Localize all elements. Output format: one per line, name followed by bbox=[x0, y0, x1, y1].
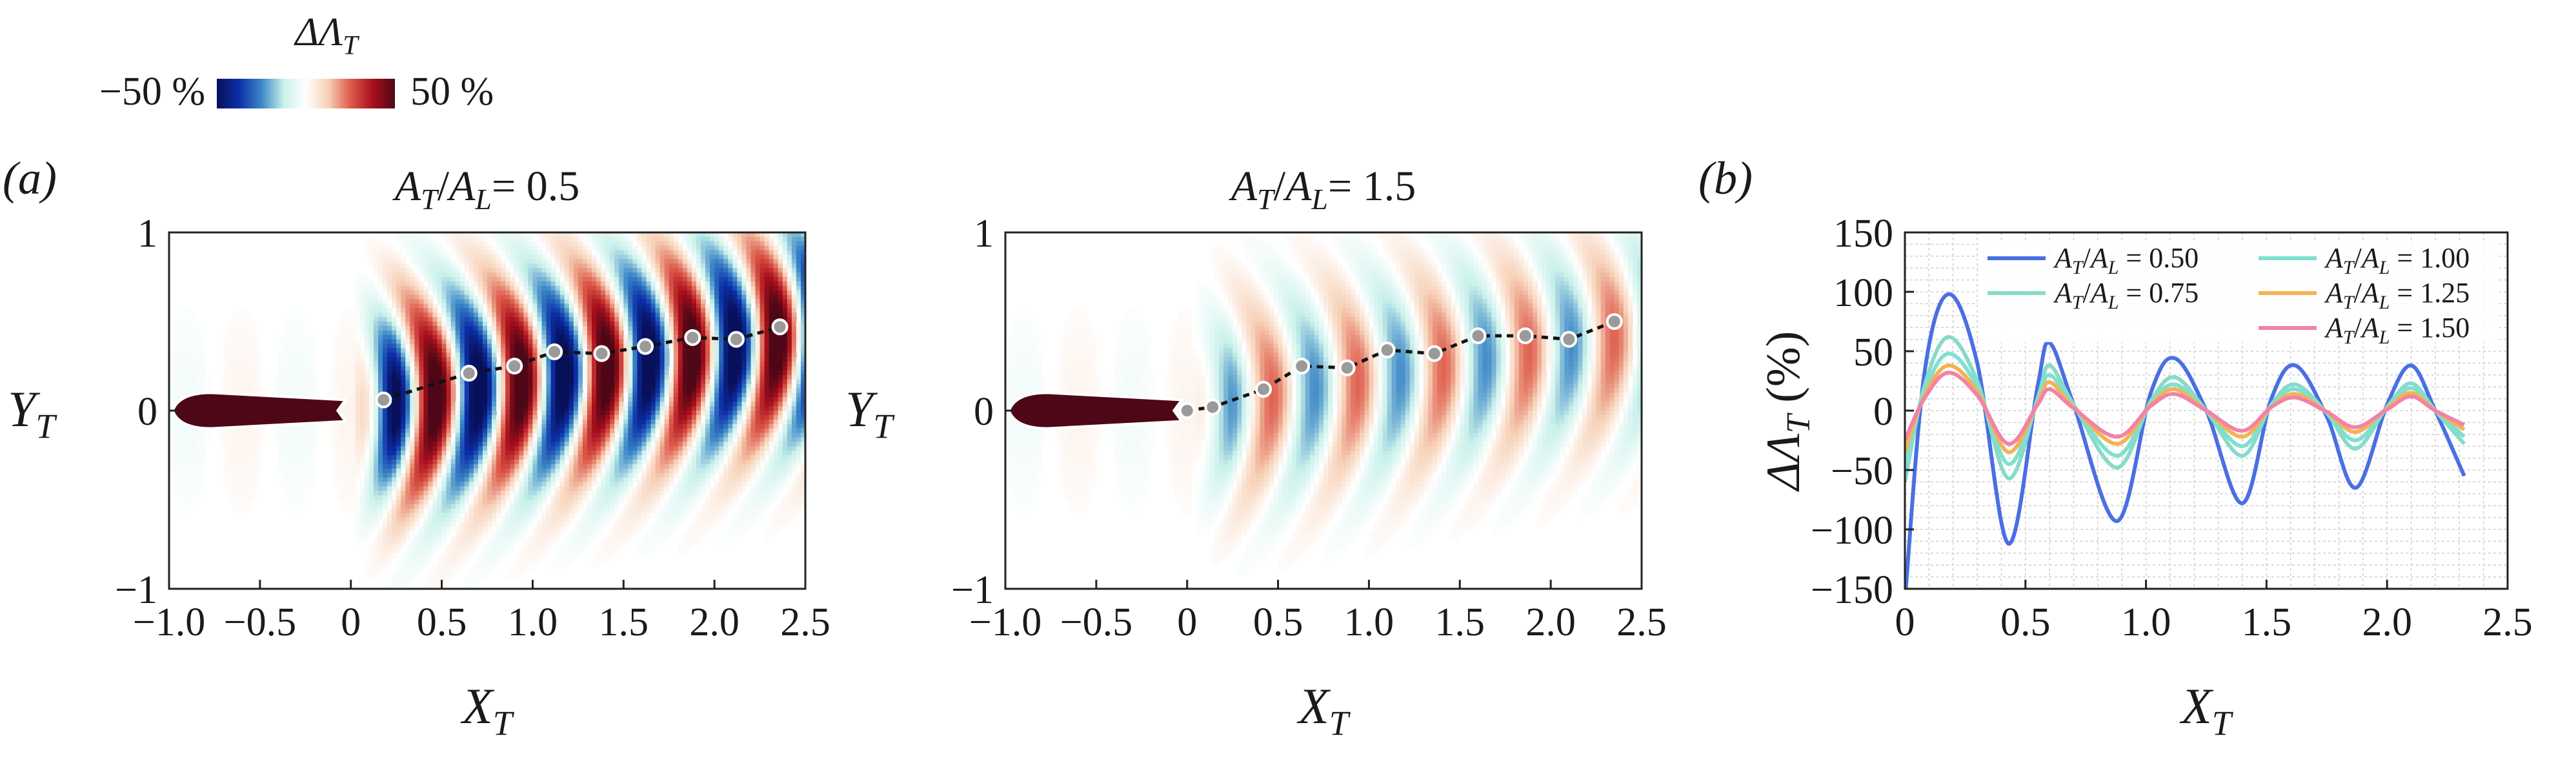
colorbar-title: ΔΛT bbox=[293, 10, 359, 61]
series-line bbox=[1905, 371, 2466, 446]
x-tick-label: 1.0 bbox=[508, 600, 558, 644]
x-tick-label: 1.0 bbox=[2121, 600, 2171, 644]
y-tick-label: 50 bbox=[1853, 331, 1893, 374]
trajectory-point bbox=[593, 345, 610, 362]
panel-a-right: AT/AL= 1.5 −1.0 −0.5 0 0.5 1.0 1.5 2.0 2.5−101 … bbox=[845, 163, 1667, 742]
trajectory-point bbox=[1425, 345, 1443, 362]
y-tick-label: 1 bbox=[137, 212, 157, 256]
colorbar-min-label: −50 % bbox=[99, 70, 205, 114]
line-series bbox=[1905, 292, 2466, 589]
x-tick-label: 0 bbox=[341, 600, 361, 644]
x-tick-label: −1.0 bbox=[969, 600, 1041, 644]
trajectory-point bbox=[506, 358, 523, 374]
y-tick-label: −100 bbox=[1811, 509, 1893, 553]
legend-entry: AT/AL = 0.50 bbox=[2053, 242, 2199, 278]
panel-label-b: (b) bbox=[1698, 152, 1753, 204]
x-axis-label: XT bbox=[1296, 678, 1351, 742]
x-tick-label: 0 bbox=[1177, 600, 1197, 644]
y-tick-label: −1 bbox=[115, 568, 157, 612]
trajectory-point bbox=[1255, 380, 1273, 398]
panel-a-left: (a) AT/AL= 0.5 −1.0 −0.5 0 0.5 1.0 1.5 2.0 2.5−… bbox=[3, 152, 830, 742]
trajectory-point bbox=[1204, 398, 1222, 416]
y-tick-label: 0 bbox=[1873, 390, 1893, 434]
trajectory-point bbox=[1516, 327, 1534, 345]
colorbar: ΔΛT −50 % 50 % bbox=[99, 10, 494, 114]
x-tick-label: 2.0 bbox=[689, 600, 740, 644]
series-line bbox=[1905, 292, 2466, 589]
y-tick-label: 150 bbox=[1833, 212, 1893, 256]
x-axis-label: XT bbox=[2179, 678, 2234, 742]
legend-entry: AT/AL = 1.25 bbox=[2324, 277, 2470, 313]
x-tick-label: −1.0 bbox=[133, 600, 205, 644]
trajectory-point bbox=[1293, 358, 1311, 374]
x-tick-label: −0.5 bbox=[1060, 600, 1132, 644]
trajectory-point bbox=[546, 343, 563, 360]
x-tick-label: 1.5 bbox=[599, 600, 649, 644]
trajectory bbox=[375, 318, 789, 409]
trajectory-point bbox=[637, 338, 654, 355]
panel-a-right-title: AT/AL= 1.5 bbox=[1229, 163, 1416, 216]
panel-label-a: (a) bbox=[3, 152, 57, 204]
trajectory-point bbox=[1338, 359, 1356, 376]
y-tick-label: 0 bbox=[137, 390, 157, 434]
axis-ticks: −1.0 −0.5 0 0.5 1.0 1.5 2.0 2.5 −1 0 1 bbox=[115, 212, 830, 644]
panel-b: (b) 0 0.5 1.0 1.5 2.0 2.5 −150 −100 −50 0 50 100 150… bbox=[1698, 152, 2533, 742]
y-tick-label: −1 bbox=[951, 568, 994, 612]
trajectory-point bbox=[1378, 342, 1396, 359]
x-tick-label: 2.5 bbox=[2482, 600, 2533, 644]
y-tick-label: 0 bbox=[974, 390, 994, 434]
x-tick-label: 1.0 bbox=[1344, 600, 1394, 644]
heatmap-field bbox=[169, 232, 805, 589]
y-tick-label: 100 bbox=[1833, 271, 1893, 315]
trajectory bbox=[1178, 313, 1623, 419]
x-tick-label: 0.5 bbox=[417, 600, 467, 644]
x-tick-label: −0.5 bbox=[224, 600, 296, 644]
trajectory-point bbox=[1178, 402, 1196, 419]
trajectory-point bbox=[684, 329, 701, 346]
x-axis-label: XT bbox=[460, 678, 515, 742]
trajectory-point bbox=[727, 331, 745, 348]
legend-box bbox=[1978, 240, 2499, 342]
legend-entry: AT/AL = 1.50 bbox=[2324, 312, 2470, 348]
y-tick-label: 1 bbox=[974, 212, 994, 256]
y-axis-label: YT bbox=[8, 381, 57, 445]
y-tick-label: −150 bbox=[1811, 568, 1893, 612]
y-axis-label: ΔΛT (%) bbox=[1757, 331, 1817, 493]
trajectory-point bbox=[1560, 331, 1578, 348]
series-line bbox=[1905, 334, 2466, 482]
y-axis-label: YT bbox=[845, 381, 895, 445]
trajectory-point bbox=[1605, 313, 1623, 330]
legend-entry: AT/AL = 0.75 bbox=[2053, 277, 2199, 313]
x-tick-label: 2.5 bbox=[780, 600, 830, 644]
legend-entry: AT/AL = 1.00 bbox=[2324, 242, 2470, 278]
trajectory-point bbox=[1469, 327, 1487, 345]
x-tick-label: 0.5 bbox=[2000, 600, 2051, 644]
x-tick-label: 0.5 bbox=[1253, 600, 1303, 644]
trajectory-point bbox=[375, 391, 392, 409]
colorbar-gradient bbox=[217, 79, 395, 108]
y-tick-label: −50 bbox=[1831, 449, 1893, 493]
x-tick-label: 0 bbox=[1895, 600, 1915, 644]
x-tick-label: 1.5 bbox=[2242, 600, 2292, 644]
colorbar-max-label: 50 % bbox=[410, 70, 494, 114]
axis-ticks: 0 0.5 1.0 1.5 2.0 2.5 −150 −100 −50 0 50 100 150 bbox=[1811, 212, 2533, 644]
x-tick-label: 2.0 bbox=[2362, 600, 2412, 644]
panel-a-left-title: AT/AL= 0.5 bbox=[392, 163, 579, 216]
x-tick-label: 2.0 bbox=[1525, 600, 1576, 644]
x-tick-label: 2.5 bbox=[1616, 600, 1667, 644]
heatmap-field bbox=[1005, 232, 1642, 577]
body-shape bbox=[171, 391, 348, 430]
axis-ticks: −1.0 −0.5 0 0.5 1.0 1.5 2.0 2.5 −1 0 1 bbox=[951, 212, 1667, 644]
x-tick-label: 1.5 bbox=[1435, 600, 1485, 644]
trajectory-point bbox=[460, 365, 478, 382]
trajectory-point bbox=[771, 318, 789, 336]
body-shape bbox=[1007, 391, 1185, 430]
